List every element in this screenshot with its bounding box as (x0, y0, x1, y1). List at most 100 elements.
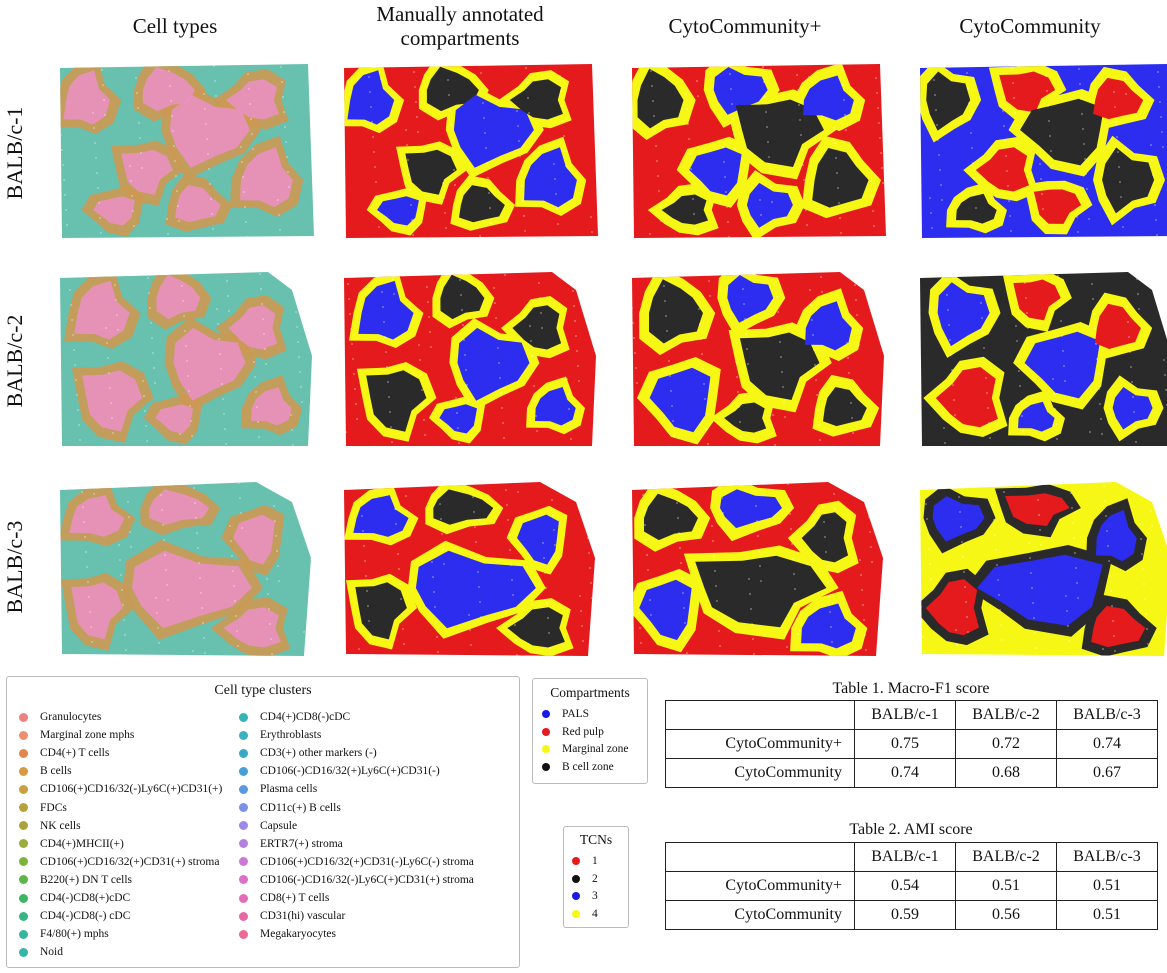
legend-item: 4 (572, 908, 598, 920)
legend-item: Marginal zone mphs (19, 729, 134, 741)
legend-item: Red pulp (542, 726, 604, 738)
legend-label: CD4(+)CD8(-)cDC (260, 711, 350, 723)
table1-macro-f1: BALB/c-1 BALB/c-2 BALB/c-3 CytoCommunity… (665, 700, 1158, 788)
legend-swatch (19, 948, 28, 957)
legend-label: B cells (40, 765, 72, 777)
tissue-map-panel (56, 60, 316, 240)
legend-item: Marginal zone (542, 743, 629, 755)
tissue-map-panel (340, 478, 600, 658)
legend-label: CD31(hi) vascular (260, 910, 345, 922)
legend-item: CD3(+) other markers (-) (239, 747, 377, 759)
row-label-balbc-2: BALB/c-2 (2, 311, 28, 411)
row-label-balbc-1: BALB/c-1 (2, 103, 28, 203)
table-row: CytoCommunity 0.59 0.56 0.51 (666, 901, 1158, 930)
legend-swatch (572, 892, 580, 900)
table-cell: 0.74 (855, 759, 956, 788)
legend-item: F4/80(+) mphs (19, 928, 109, 940)
cell-type-legend-title: Cell type clusters (7, 683, 519, 699)
tissue-map-panel (56, 478, 316, 658)
legend-swatch (239, 821, 248, 830)
table-header-row: BALB/c-1 BALB/c-2 BALB/c-3 (666, 701, 1158, 730)
legend-item: CD106(+)CD16/32(+)CD31(-)Ly6C(-) stroma (239, 856, 474, 868)
table2-ami: BALB/c-1 BALB/c-2 BALB/c-3 CytoCommunity… (665, 842, 1158, 930)
legend-swatch (19, 803, 28, 812)
compartment-legend-title: Compartments (533, 685, 647, 701)
legend-swatch (542, 728, 550, 736)
table-cell: 0.74 (1057, 730, 1158, 759)
tissue-map-panel (56, 268, 316, 448)
legend-label: CD4(-)CD8(-) cDC (40, 910, 130, 922)
legend-swatch (239, 767, 248, 776)
table-row: CytoCommunity 0.74 0.68 0.67 (666, 759, 1158, 788)
legend-swatch (19, 785, 28, 794)
legend-swatch (19, 713, 28, 722)
table-header-cell: BALB/c-1 (855, 701, 956, 730)
legend-item: CD31(hi) vascular (239, 910, 345, 922)
legend-swatch (572, 875, 580, 883)
table-cell: 0.56 (956, 901, 1057, 930)
legend-swatch (19, 875, 28, 884)
legend-label: Megakaryocytes (260, 928, 336, 940)
legend-item: CD4(+) T cells (19, 747, 109, 759)
column-title-cytocommunity-plus: CytoCommunity+ (630, 14, 860, 38)
row-label-balbc-3: BALB/c-3 (2, 517, 28, 617)
legend-swatch (19, 894, 28, 903)
legend-item: CD4(-)CD8(+)cDC (19, 892, 130, 904)
legend-swatch (239, 875, 248, 884)
legend-item: B cell zone (542, 761, 614, 773)
legend-swatch (19, 821, 28, 830)
legend-swatch (239, 803, 248, 812)
legend-swatch (19, 749, 28, 758)
table-cell: 0.59 (855, 901, 956, 930)
legend-swatch (19, 930, 28, 939)
tissue-map-panel (628, 478, 888, 658)
table-cell: 0.51 (1057, 872, 1158, 901)
legend-label: CD106(+)CD16/32(+)CD31(+) stroma (40, 856, 219, 868)
legend-item: CD4(+)CD8(-)cDC (239, 711, 350, 723)
legend-swatch (239, 912, 248, 921)
table-header-cell: BALB/c-2 (956, 701, 1057, 730)
legend-swatch (542, 763, 550, 771)
tissue-map-panel (628, 268, 888, 448)
table-row: CytoCommunity+ 0.75 0.72 0.74 (666, 730, 1158, 759)
table-header-cell (666, 701, 855, 730)
legend-label: Marginal zone mphs (40, 729, 134, 741)
legend-item: CD106(+)CD16/32(+)CD31(+) stroma (19, 856, 219, 868)
table-header-cell: BALB/c-3 (1057, 843, 1158, 872)
tissue-map-panel (916, 478, 1167, 658)
legend-label: CD106(+)CD16/32(+)CD31(-)Ly6C(-) stroma (260, 856, 474, 868)
legend-item: CD4(+)MHCII(+) (19, 838, 124, 850)
legend-item: Plasma cells (239, 783, 317, 795)
legend-item: Erythroblasts (239, 729, 321, 741)
table-header-cell: BALB/c-2 (956, 843, 1057, 872)
legend-swatch (19, 731, 28, 740)
legend-item: 1 (572, 855, 598, 867)
legend-item: CD106(+)CD16/32(-)Ly6C(+)CD31(+) (19, 783, 222, 795)
tissue-map-panel (916, 268, 1167, 448)
legend-item: B cells (19, 765, 72, 777)
legend-swatch (572, 910, 580, 918)
legend-item: CD4(-)CD8(-) cDC (19, 910, 130, 922)
legend-swatch (239, 731, 248, 740)
tissue-map-panel (628, 60, 888, 240)
legend-label: CD8(+) T cells (260, 892, 329, 904)
legend-label: NK cells (40, 820, 81, 832)
legend-item: 2 (572, 873, 598, 885)
table-cell: 0.68 (956, 759, 1057, 788)
legend-label: CD4(-)CD8(+)cDC (40, 892, 130, 904)
column-title-manual: Manually annotated compartments (345, 2, 575, 50)
legend-item: Capsule (239, 820, 297, 832)
legend-item: CD8(+) T cells (239, 892, 329, 904)
cell-type-legend: Cell type clusters Granulocytes Marginal … (6, 676, 520, 968)
legend-swatch (542, 710, 550, 718)
legend-swatch (542, 745, 550, 753)
table-cell: 0.51 (956, 872, 1057, 901)
table-cell: 0.51 (1057, 901, 1158, 930)
tissue-map-panel (916, 60, 1167, 240)
legend-label: Red pulp (562, 726, 604, 738)
legend-item: NK cells (19, 820, 81, 832)
table-cell: 0.54 (855, 872, 956, 901)
legend-label: CD3(+) other markers (-) (260, 747, 377, 759)
table-row-label: CytoCommunity (666, 759, 855, 788)
legend-item: CD106(-)CD16/32(+)Ly6C(+)CD31(-) (239, 765, 440, 777)
